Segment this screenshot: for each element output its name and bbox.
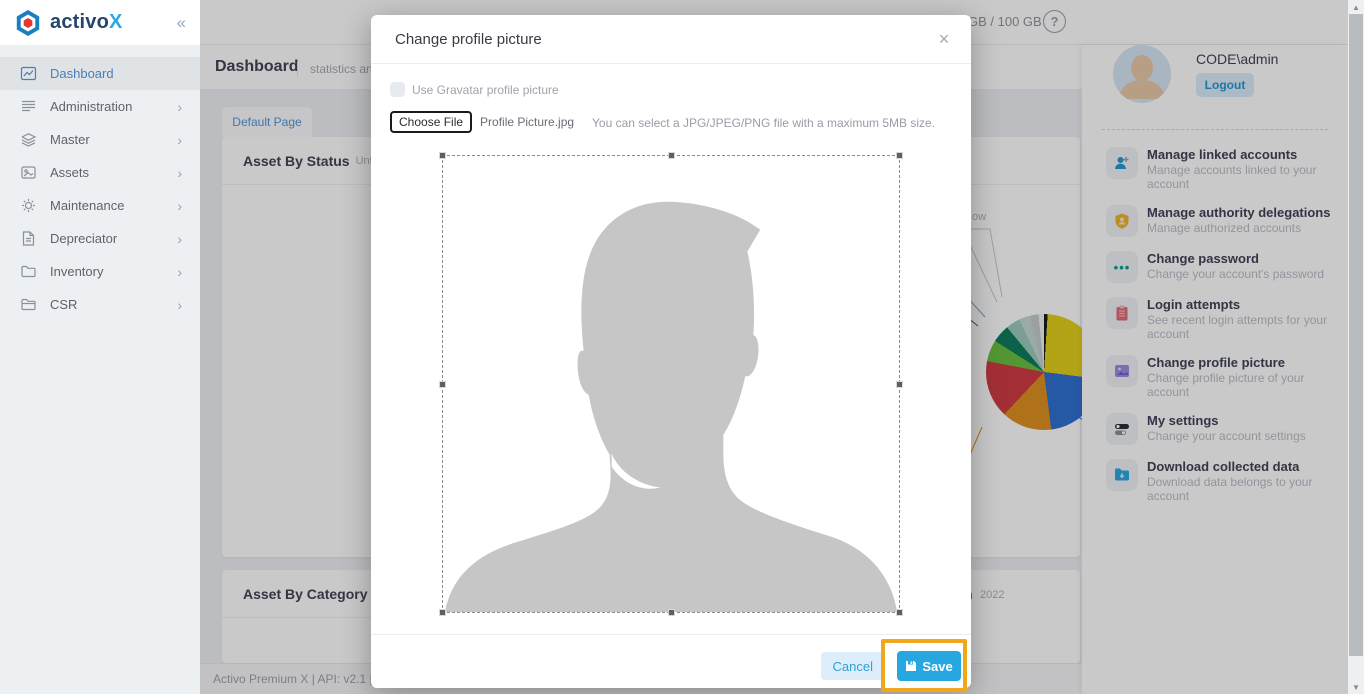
logo-text: activoX [50, 11, 123, 33]
chevron-right-icon: › [177, 164, 182, 181]
page-subtitle: statistics and [297, 62, 379, 76]
panel-item-download-collected-data[interactable]: Download collected data Download data be… [1082, 452, 1348, 510]
storage-usage-text: GB / 100 GB [968, 14, 1042, 29]
profile-picture-preview [443, 156, 899, 612]
save-icon [906, 661, 917, 671]
card-title: Asset By Status [243, 152, 350, 169]
page-scrollbar[interactable]: ▲ ▼ [1348, 0, 1364, 694]
card-year-fragment: 2022 [980, 589, 1005, 601]
cancel-button[interactable]: Cancel [820, 652, 885, 680]
help-icon[interactable]: ? [1043, 10, 1066, 33]
footer-version-text: Activo Premium X | API: v2.1 | Clien [213, 672, 404, 686]
scroll-down-icon[interactable]: ▼ [1352, 682, 1360, 692]
close-icon[interactable]: × [933, 28, 955, 50]
collapse-sidebar-icon[interactable]: « [176, 12, 186, 32]
choose-file-button[interactable]: Choose File [390, 111, 473, 133]
dashboard-icon [20, 65, 37, 82]
panel-item-manage-authority-delegations[interactable]: Manage authority delegations Manage auth… [1082, 198, 1348, 244]
selected-file-name: Profile Picture.jpg [480, 115, 575, 129]
modal-title: Change profile picture [395, 31, 542, 48]
sidebar: activoX « Dashboard Administration › Mas… [0, 0, 200, 694]
folder-download-icon [1106, 459, 1138, 491]
activox-logo-icon [16, 9, 40, 36]
use-gravatar-label: Use Gravatar profile picture [412, 82, 559, 97]
chevron-right-icon: › [177, 230, 182, 247]
layers-icon [20, 131, 37, 148]
crop-handle-bottom-right[interactable] [896, 609, 903, 616]
crop-handle-top-left[interactable] [439, 152, 446, 159]
folder-file-icon [20, 296, 37, 313]
crop-handle-bottom-middle[interactable] [668, 609, 675, 616]
sidebar-item-administration[interactable]: Administration › [0, 90, 200, 123]
sidebar-item-maintenance[interactable]: Maintenance › [0, 189, 200, 222]
panel-item-change-password[interactable]: ••• Change password Change your account'… [1082, 244, 1348, 290]
list-icon [20, 98, 37, 115]
gear-icon [20, 197, 37, 214]
sidebar-item-depreciator[interactable]: Depreciator › [0, 222, 200, 255]
sidebar-item-assets[interactable]: Assets › [0, 156, 200, 189]
sidebar-item-master[interactable]: Master › [0, 123, 200, 156]
sidebar-item-csr[interactable]: CSR › [0, 288, 200, 321]
crop-handle-middle-left[interactable] [439, 381, 446, 388]
password-dots-icon: ••• [1106, 251, 1138, 283]
divider [1102, 129, 1328, 130]
username-text: CODE\admin [1196, 51, 1279, 67]
clipboard-icon [1106, 297, 1138, 329]
sidebar-item-dashboard[interactable]: Dashboard [0, 57, 200, 90]
change-profile-picture-modal: Change profile picture × Use Gravatar pr… [371, 15, 971, 692]
panel-item-change-profile-picture[interactable]: Change profile picture Change profile pi… [1082, 348, 1348, 406]
document-icon [20, 230, 37, 247]
scrollbar-thumb[interactable] [1349, 14, 1363, 656]
page-title: Dashboard [215, 58, 299, 75]
logout-button[interactable]: Logout [1196, 73, 1254, 97]
shield-user-icon [1106, 205, 1138, 237]
sidebar-item-inventory[interactable]: Inventory › [0, 255, 200, 288]
panel-item-my-settings[interactable]: My settings Change your account settings [1082, 406, 1348, 452]
scroll-up-icon[interactable]: ▲ [1352, 2, 1360, 12]
image-crop-area[interactable] [439, 152, 903, 616]
crop-handle-bottom-left[interactable] [439, 609, 446, 616]
chevron-right-icon: › [177, 98, 182, 115]
panel-item-login-attempts[interactable]: Login attempts See recent login attempts… [1082, 290, 1348, 348]
card-title: Asset By Category [243, 585, 368, 602]
right-card-title-fragment: ow [972, 211, 987, 223]
user-account-panel: CODE\admin Logout Manage linked accounts… [1082, 45, 1348, 694]
toggles-icon [1106, 413, 1138, 445]
crop-handle-top-right[interactable] [896, 152, 903, 159]
panel-item-manage-linked-accounts[interactable]: Manage linked accounts Manage accounts l… [1082, 140, 1348, 198]
chevron-right-icon: › [177, 263, 182, 280]
save-button[interactable]: Save [897, 651, 961, 681]
chevron-right-icon: › [177, 197, 182, 214]
tab-default-page[interactable]: Default Page [222, 107, 312, 137]
chevron-right-icon: › [177, 131, 182, 148]
crop-handle-top-middle[interactable] [668, 152, 675, 159]
image-icon [20, 164, 37, 181]
user-plus-icon [1106, 147, 1138, 179]
folder-icon [20, 263, 37, 280]
chevron-right-icon: › [177, 296, 182, 313]
use-gravatar-checkbox[interactable] [390, 82, 405, 97]
file-hint-text: You can select a JPG/JPEG/PNG file with … [592, 116, 936, 130]
crop-handle-middle-right[interactable] [896, 381, 903, 388]
picture-icon [1106, 355, 1138, 387]
avatar [1113, 45, 1171, 103]
